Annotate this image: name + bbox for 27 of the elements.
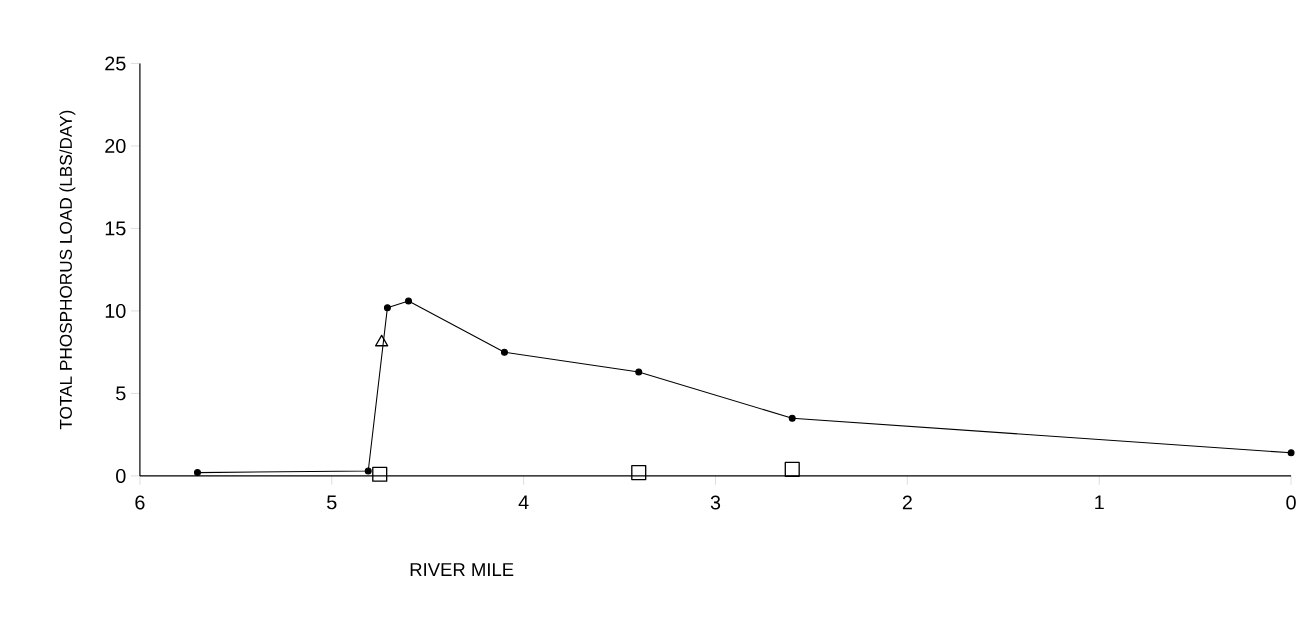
point — [405, 297, 413, 305]
x-tick-label: 6 — [135, 495, 145, 510]
point — [500, 348, 508, 356]
x-tick-label: 4 — [518, 495, 529, 510]
y-tick-label: 10 — [105, 304, 126, 319]
y-tick-label: 15 — [105, 221, 126, 236]
point — [788, 414, 796, 422]
point — [784, 461, 800, 478]
x-tick-label: 2 — [902, 495, 912, 510]
x-tick-label: 5 — [327, 495, 337, 510]
point — [193, 469, 201, 477]
point — [372, 466, 388, 483]
y-tick-label: 0 — [116, 469, 126, 484]
y-axis-title: TOTAL PHOSPHORUS LOAD (LBS/DAY) — [59, 110, 76, 430]
point — [635, 368, 643, 376]
point — [1287, 449, 1295, 457]
y-tick-label: 25 — [105, 56, 126, 71]
point — [364, 467, 372, 475]
y-tick-label: 5 — [116, 386, 126, 401]
x-tick-label: 3 — [710, 495, 721, 510]
x-axis-title: RIVER MILE — [410, 563, 514, 577]
point — [374, 334, 389, 347]
y-tick-label: 20 — [105, 139, 126, 154]
point — [631, 465, 647, 481]
point — [383, 304, 391, 312]
x-tick-label: 0 — [1286, 495, 1296, 510]
x-tick-label: 1 — [1095, 495, 1104, 510]
